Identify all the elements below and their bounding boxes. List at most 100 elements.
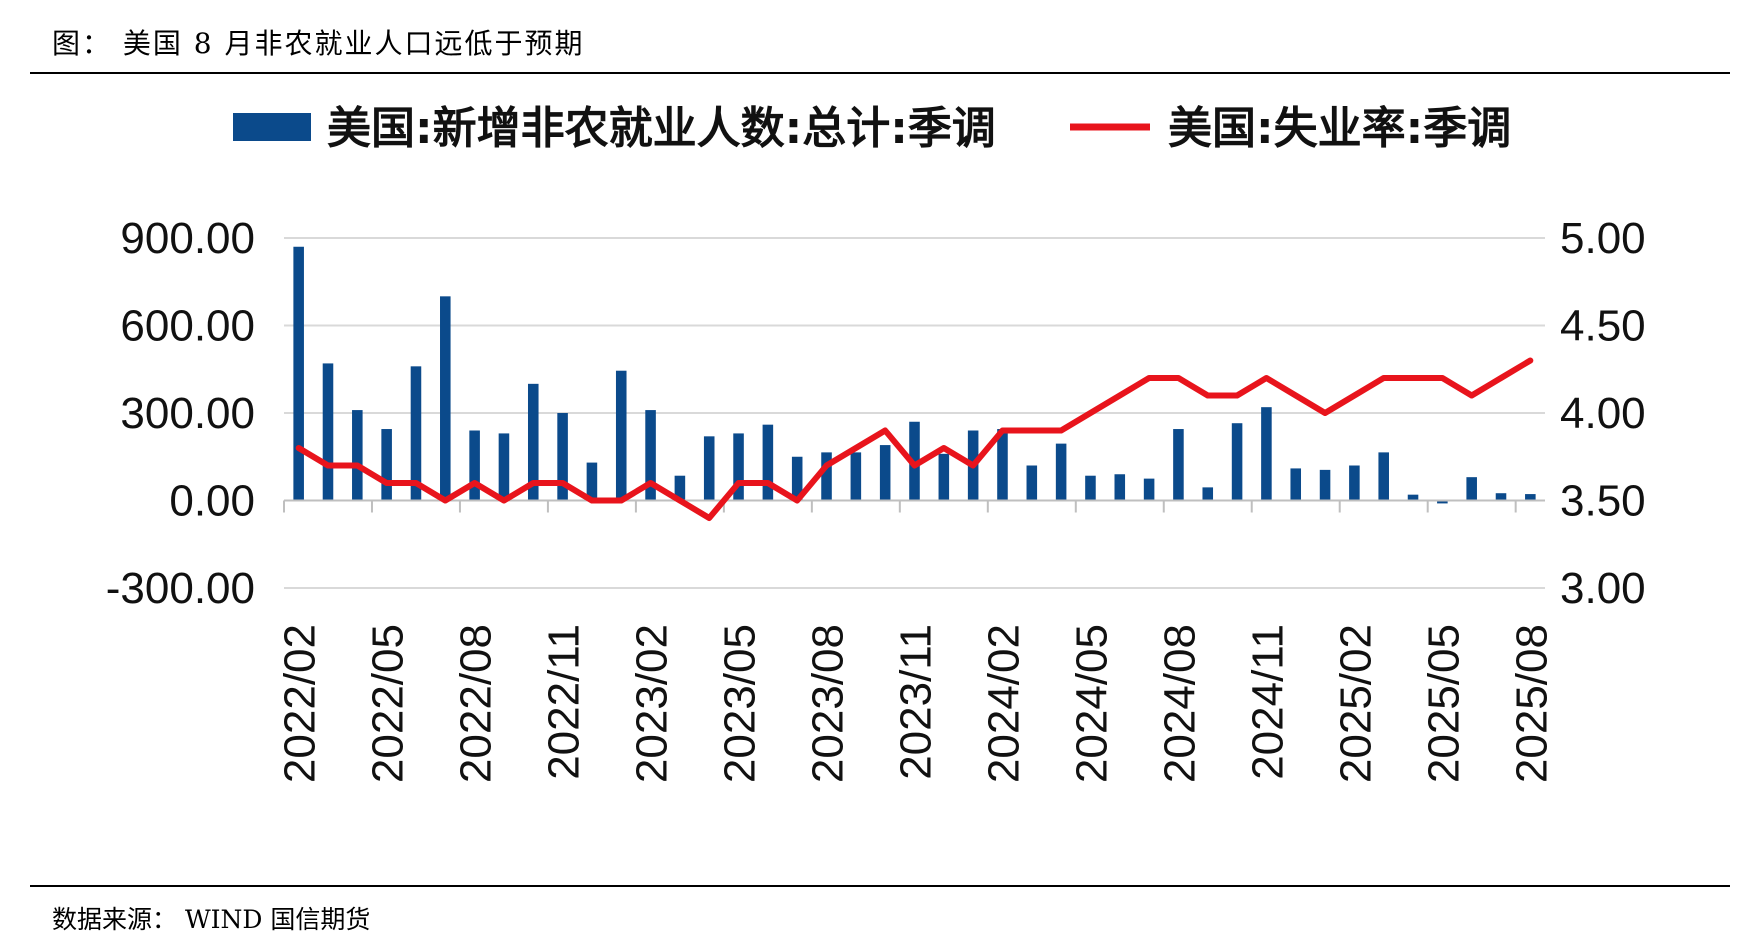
point-unemployment <box>562 482 564 484</box>
x-tick-label: 2022/05 <box>364 624 413 783</box>
y-left-tick-label: 900.00 <box>120 214 255 263</box>
x-tick-label: 2023/08 <box>804 624 853 783</box>
source-note: 数据来源： WIND 国信期货 <box>52 905 371 934</box>
point-unemployment <box>767 482 769 484</box>
bar-payrolls <box>1026 465 1038 501</box>
bar-payrolls <box>791 456 803 501</box>
point-unemployment <box>1441 377 1443 379</box>
x-tick-label: 2022/11 <box>540 624 589 780</box>
point-unemployment <box>532 482 534 484</box>
point-unemployment <box>1060 430 1062 431</box>
point-unemployment <box>1001 430 1003 431</box>
point-unemployment <box>1265 377 1267 379</box>
point-unemployment <box>415 482 417 484</box>
bar-payrolls <box>1290 468 1302 501</box>
bar-payrolls <box>352 410 363 501</box>
bar-payrolls <box>1319 469 1331 501</box>
bar-payrolls <box>322 363 334 501</box>
y-right-tick-label: 4.50 <box>1560 302 1646 351</box>
bar-payrolls <box>1173 429 1184 501</box>
point-unemployment <box>1031 430 1033 431</box>
bar-payrolls <box>527 383 539 501</box>
point-unemployment <box>1529 360 1531 361</box>
point-unemployment <box>1207 395 1209 396</box>
point-unemployment <box>826 465 828 466</box>
bottom-rule <box>30 885 1730 887</box>
bar-payrolls <box>498 433 510 501</box>
x-tick-label: 2024/11 <box>1243 624 1292 780</box>
point-unemployment <box>972 465 974 466</box>
bar-payrolls <box>1202 487 1214 501</box>
point-unemployment <box>708 517 710 519</box>
x-tick-label: 2025/05 <box>1419 624 1468 783</box>
y-left-tick-label: 0.00 <box>169 477 255 526</box>
bar-payrolls <box>1261 407 1272 501</box>
figure-title: 图： 美国 8 月非农就业人口远低于预期 <box>52 27 585 60</box>
bar-payrolls <box>586 462 598 501</box>
point-unemployment <box>1119 395 1121 396</box>
bar-payrolls <box>293 246 304 501</box>
legend-label-line: 美国:失业率:季调 <box>1168 103 1511 154</box>
bar-payrolls <box>821 452 832 501</box>
bar-payrolls <box>1085 475 1096 501</box>
point-unemployment <box>444 500 446 501</box>
point-unemployment <box>1089 412 1091 414</box>
point-unemployment <box>1148 377 1150 379</box>
bar-payrolls <box>1466 477 1477 501</box>
y-left-tick-label: 300.00 <box>120 389 255 438</box>
bar-payrolls <box>1525 494 1536 501</box>
bar-payrolls <box>440 296 451 501</box>
x-tick-label: 2023/11 <box>892 624 941 780</box>
point-unemployment <box>503 500 505 501</box>
bar-payrolls <box>1437 500 1448 504</box>
bar-payrolls <box>1349 465 1360 501</box>
point-unemployment <box>1471 395 1473 396</box>
legend-label-bar: 美国:新增非农就业人数:总计:季调 <box>327 103 996 154</box>
x-tick-label: 2025/02 <box>1331 624 1380 783</box>
point-unemployment <box>884 430 886 431</box>
point-unemployment <box>620 500 622 501</box>
top-rule <box>30 72 1730 74</box>
y-left-tick-label: -300.00 <box>106 564 255 613</box>
x-tick-label: 2023/02 <box>628 624 677 783</box>
x-tick-label: 2024/05 <box>1067 624 1116 783</box>
bar-payrolls <box>410 366 422 501</box>
bar-payrolls <box>762 424 774 501</box>
x-tick-label: 2024/02 <box>979 624 1028 783</box>
bar-payrolls <box>733 433 744 501</box>
bar-payrolls <box>879 445 891 501</box>
bar-payrolls <box>1143 478 1155 501</box>
point-unemployment <box>679 500 681 501</box>
point-unemployment <box>855 447 857 449</box>
point-unemployment <box>1295 395 1297 396</box>
point-unemployment <box>1500 377 1502 379</box>
bar-payrolls <box>674 475 686 501</box>
point-unemployment <box>474 482 476 484</box>
bar-payrolls <box>1231 423 1243 501</box>
x-tick-label: 2023/05 <box>716 624 765 783</box>
x-tick-label: 2022/08 <box>452 624 501 783</box>
point-unemployment <box>386 482 388 484</box>
point-unemployment <box>1324 412 1326 414</box>
point-unemployment <box>943 447 945 449</box>
point-unemployment <box>796 500 798 501</box>
point-unemployment <box>591 500 593 501</box>
bar-payrolls <box>469 430 480 501</box>
point-unemployment <box>1353 395 1355 396</box>
point-unemployment <box>738 482 740 484</box>
y-right-tick-label: 3.00 <box>1560 564 1646 613</box>
bar-payrolls <box>997 429 1008 501</box>
y-right-tick-label: 5.00 <box>1560 214 1646 263</box>
point-unemployment <box>1177 377 1179 379</box>
x-tick-label: 2024/08 <box>1155 624 1204 783</box>
bar-payrolls <box>645 410 656 501</box>
combo-chart: 美国:新增非农就业人数:总计:季调 美国:失业率:季调 900.00 600.00 30… <box>106 103 1646 783</box>
bar-payrolls <box>938 453 950 501</box>
y-right-tick-label: 3.50 <box>1560 477 1646 526</box>
point-unemployment <box>914 465 915 466</box>
x-tick-label: 2025/08 <box>1507 624 1556 783</box>
point-unemployment <box>356 465 358 466</box>
legend-swatch-bar <box>233 113 311 141</box>
point-unemployment <box>1383 377 1385 379</box>
point-unemployment <box>1236 395 1238 396</box>
